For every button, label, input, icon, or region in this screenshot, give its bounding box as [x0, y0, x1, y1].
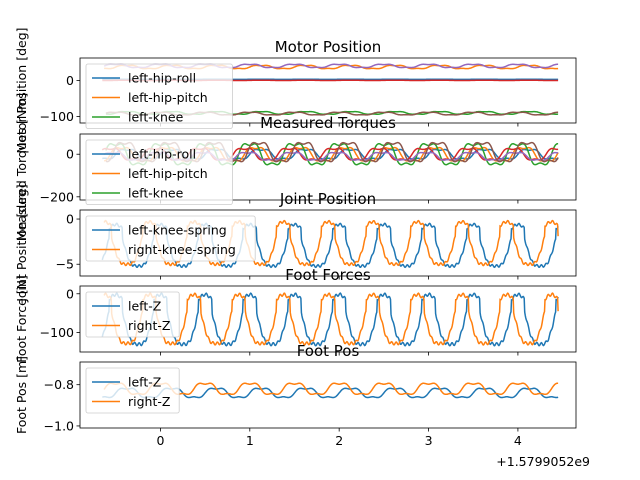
- subplot-1: Motor Position −100 0 Motor Position [deg] l…: [14, 27, 577, 154]
- y-tick-label: 0: [66, 147, 74, 162]
- x-tick-label: 3: [425, 433, 433, 448]
- x-tick-label: 2: [335, 433, 343, 448]
- subplot-title: Measured Torques: [260, 114, 396, 132]
- subplot-5: Foot Pos −1.0 −0.8 0 1 2 3 4 Foot Pos [m] left-Z r…: [14, 342, 577, 448]
- legend: left-knee-spring right-knee-spring: [85, 215, 256, 262]
- legend-label: left-knee: [128, 110, 184, 125]
- axes-layer: Motor Position −100 0 Motor Position [deg] l…: [14, 27, 577, 448]
- legend-label: left-hip-pitch: [128, 166, 208, 181]
- series-line-left-knee-spring: [101, 222, 559, 269]
- legend-label: right-Z: [128, 318, 170, 333]
- subplot-4: Foot Forces −100 0 Foot Force [N] left-Z righ…: [14, 266, 577, 363]
- legend-box: [85, 215, 256, 262]
- y-tick-label: −200: [40, 189, 74, 204]
- legend-label: left-knee-spring: [128, 223, 227, 238]
- y-tick-label: −0.8: [44, 377, 74, 392]
- y-tick-label: −1.0: [44, 418, 74, 433]
- x-tick-label: 4: [514, 433, 522, 448]
- legend-box: [85, 63, 233, 129]
- y-axis-label: Foot Force [N]: [14, 275, 29, 363]
- legend: left-hip-roll left-hip-pitch left-knee: [85, 63, 233, 129]
- legend-label: left-hip-pitch: [128, 90, 208, 105]
- series-line-right-Z: [103, 292, 559, 346]
- legend-label: left-Z: [128, 375, 161, 390]
- axes-frame: [79, 133, 577, 201]
- y-tick-label: −5: [56, 257, 74, 272]
- series-line-left-Z: [101, 292, 559, 347]
- subplot-title: Foot Pos: [297, 342, 360, 360]
- subplot-title: Foot Forces: [285, 266, 371, 284]
- y-tick-label: 0: [66, 212, 74, 227]
- legend: left-Z right-Z: [85, 367, 180, 414]
- y-axis-label: Measured Torques [Nm]: [14, 93, 29, 241]
- legend-label: left-hip-roll: [128, 71, 196, 86]
- legend-label: left-hip-roll: [128, 147, 196, 162]
- subplot-2: Measured Torques −200 0 Measured Torques [N…: [14, 93, 577, 241]
- axes-frame: [79, 57, 577, 124]
- legend-label: right-Z: [128, 394, 170, 409]
- x-offset-label: +1.5799052e9: [496, 454, 590, 469]
- y-axis-label: Joint Position [deg]: [14, 184, 29, 303]
- y-tick-label: −100: [40, 109, 74, 124]
- legend-label: right-knee-spring: [128, 242, 236, 257]
- axes-frame: [79, 361, 577, 429]
- axes-frame: [79, 285, 577, 353]
- y-tick-label: 0: [66, 73, 74, 88]
- legend-box: [85, 139, 233, 205]
- x-tick-label: 1: [246, 433, 254, 448]
- y-axis-label: Foot Pos [m]: [14, 356, 29, 434]
- legend-label: left-Z: [128, 299, 161, 314]
- subplot-3: Joint Position −5 0 Joint Position [deg] lef…: [14, 184, 577, 303]
- x-tick-label: 0: [156, 433, 164, 448]
- subplot-title: Joint Position: [279, 190, 376, 208]
- y-tick-label: −100: [40, 325, 74, 340]
- subplot-title: Motor Position: [275, 38, 382, 56]
- y-axis-label: Motor Position [deg]: [14, 27, 29, 153]
- series-line-right-Z: [103, 382, 559, 396]
- legend: left-Z right-Z: [85, 291, 180, 338]
- series-group: [101, 292, 559, 347]
- legend: left-hip-roll left-hip-pitch left-knee: [85, 139, 233, 205]
- axes-frame: [79, 209, 577, 277]
- legend-label: left-knee: [128, 186, 184, 201]
- y-tick-label: 0: [66, 286, 74, 301]
